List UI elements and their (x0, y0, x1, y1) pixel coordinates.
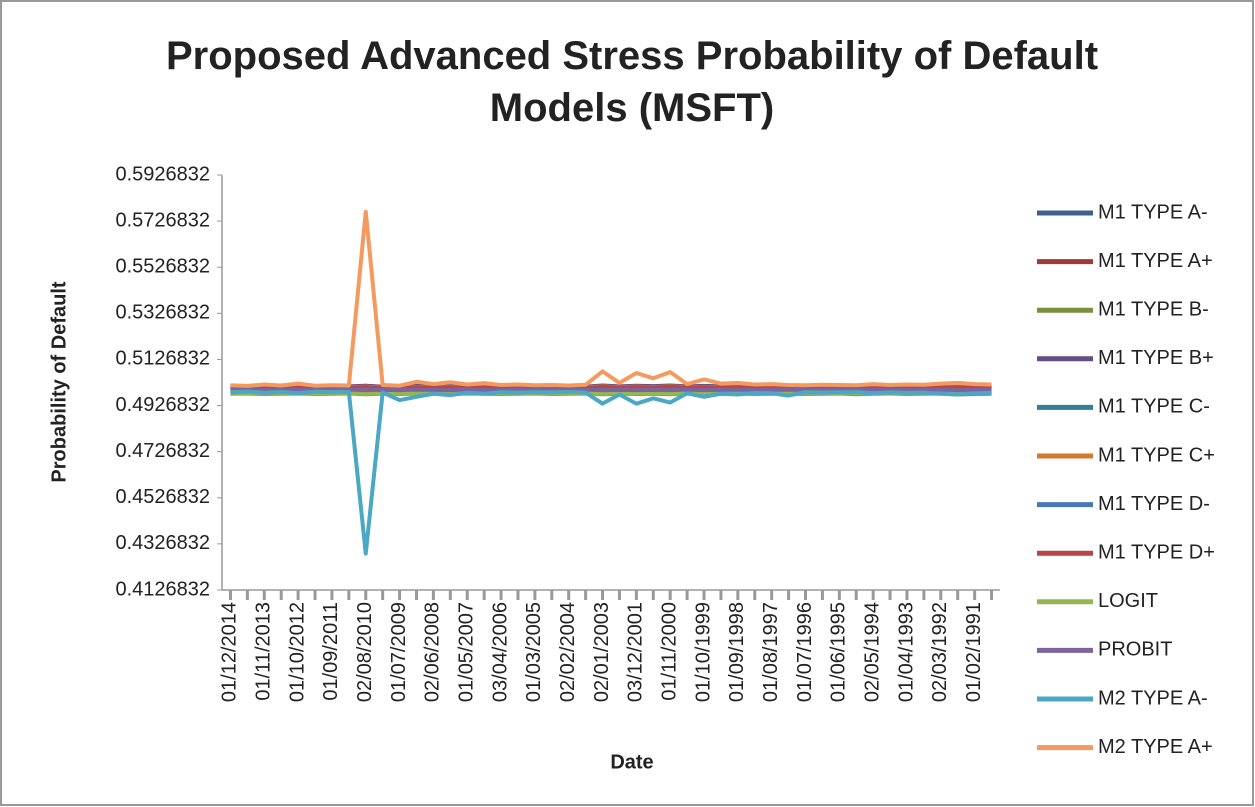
x-tick-label: 01/09/2011 (320, 602, 342, 701)
x-tick-label: 02/08/2010 (354, 602, 376, 702)
x-tick-label: 01/07/2009 (388, 602, 410, 702)
x-tick-label: 01/07/1996 (794, 602, 816, 702)
x-tick-label: 02/01/2003 (591, 602, 613, 702)
x-tick-label: 01/11/2013 (253, 602, 275, 701)
x-axis-title: Date (610, 751, 653, 773)
x-tick-label: 01/12/2014 (219, 602, 241, 702)
legend-label: M1 TYPE A- (1098, 201, 1208, 223)
x-tick-label: 01/10/2012 (286, 602, 308, 702)
x-tick-label: 03/04/2006 (489, 602, 511, 702)
x-tick-label: 01/08/1997 (760, 602, 782, 702)
x-tick-label: 02/02/2004 (557, 602, 579, 702)
y-tick-label: 0.4326832 (115, 532, 210, 554)
x-tick-label: 02/03/1992 (929, 602, 951, 702)
x-tick-label: 01/03/2005 (523, 602, 545, 702)
legend-label: LOGIT (1098, 590, 1158, 612)
x-tick-label: 01/04/1993 (895, 602, 917, 702)
y-tick-label: 0.4526832 (115, 486, 210, 508)
y-tick-label: 0.4126832 (115, 578, 210, 600)
x-tick-label: 01/10/1999 (692, 602, 714, 702)
y-tick-label: 0.5126832 (115, 348, 210, 370)
x-tick-label: 03/12/2001 (625, 602, 647, 702)
y-axis-title: Probability of Default (48, 281, 70, 482)
x-tick-label: 01/05/2007 (456, 602, 478, 702)
legend-label: M1 TYPE D- (1098, 493, 1210, 515)
y-tick-label: 0.4926832 (115, 394, 210, 416)
y-tick-label: 0.5926832 (115, 163, 210, 185)
x-tick-label: 02/05/1994 (861, 602, 883, 702)
legend-label: M1 TYPE A+ (1098, 250, 1213, 272)
x-tick-label: 02/06/2008 (422, 602, 444, 702)
legend-label: M1 TYPE B- (1098, 298, 1209, 320)
x-tick-label: 01/02/1991 (963, 602, 985, 702)
legend-label: M1 TYPE C+ (1098, 444, 1215, 466)
legend-label: M2 TYPE A+ (1098, 736, 1213, 758)
series-line (230, 389, 992, 556)
legend-label: M2 TYPE A- (1098, 687, 1208, 709)
chart-title: Proposed Advanced Stress Probability of … (165, 34, 1099, 130)
x-tick-label: 01/11/2000 (658, 602, 680, 701)
y-tick-label: 0.4726832 (115, 440, 210, 462)
legend-label: M1 TYPE B+ (1098, 347, 1214, 369)
y-tick-label: 0.5726832 (115, 209, 210, 231)
legend-label: M1 TYPE C- (1098, 396, 1210, 418)
y-tick-label: 0.5526832 (115, 256, 210, 278)
x-tick-label: 01/06/1995 (828, 602, 850, 702)
y-tick-label: 0.5326832 (115, 302, 210, 324)
series-line (230, 209, 992, 388)
series-line (230, 384, 992, 390)
x-tick-label: 01/09/1998 (726, 602, 748, 702)
legend-label: PROBIT (1098, 639, 1172, 661)
legend-label: M1 TYPE D+ (1098, 541, 1215, 563)
